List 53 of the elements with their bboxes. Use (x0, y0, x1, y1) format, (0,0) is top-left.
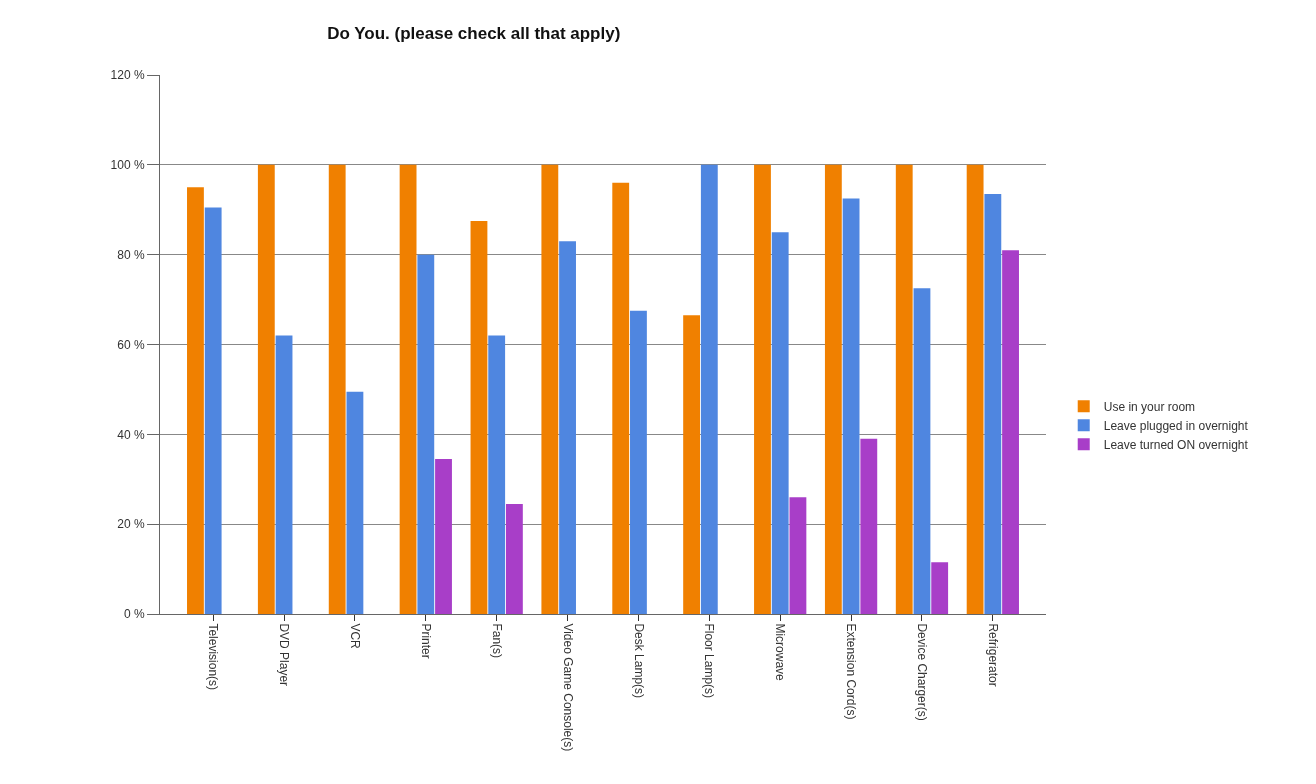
y-tick-label: 60 % (117, 337, 145, 352)
bar (630, 310, 647, 614)
y-tick-label: 100 % (110, 158, 145, 173)
bar (860, 438, 878, 614)
bar (984, 194, 1002, 614)
x-tick-label: Printer (418, 623, 433, 659)
bar (417, 254, 435, 614)
bar (1002, 250, 1019, 614)
x-tick-label: Video Game Console(s) (560, 623, 575, 752)
x-tick-label: Refrigerator (985, 623, 1000, 687)
bar (931, 562, 949, 614)
bar (754, 164, 771, 614)
bar (683, 315, 701, 614)
x-tick-label: DVD Player (277, 623, 292, 687)
chart-title: Do You. (please check all that apply) (327, 24, 621, 44)
bar (204, 207, 222, 614)
bar (187, 187, 204, 614)
bar (612, 182, 630, 614)
y-tick-label: 120 % (110, 68, 145, 83)
bar (789, 497, 807, 614)
x-tick-label: Device Charger(s) (915, 623, 930, 721)
bar (275, 335, 293, 614)
x-tick-label: Extension Cord(s) (844, 623, 859, 720)
x-tick-label: Fan(s) (489, 623, 504, 659)
legend-label: Use in your room (1103, 400, 1196, 415)
x-tick-label: VCR (348, 623, 363, 650)
bar (842, 198, 860, 614)
y-tick-label: 20 % (117, 517, 145, 532)
bar (399, 164, 417, 614)
y-tick-label: 80 % (117, 247, 145, 262)
x-tick-label: Floor Lamp(s) (702, 623, 717, 699)
bar (824, 164, 842, 614)
legend-label: Leave plugged in overnight (1103, 419, 1249, 434)
bar (328, 164, 346, 614)
bar (559, 241, 576, 614)
y-tick-label: 40 % (117, 427, 145, 442)
x-tick-label: Television(s) (206, 623, 221, 691)
bar (346, 391, 364, 614)
bar (541, 164, 559, 614)
bar (771, 232, 789, 614)
bar (505, 503, 523, 614)
bar (913, 288, 931, 614)
bar (895, 164, 913, 614)
bar (488, 335, 506, 614)
bar (257, 164, 275, 614)
x-tick-label: Desk Lamp(s) (631, 623, 646, 699)
bar (700, 164, 718, 614)
x-tick-label: Microwave (773, 623, 788, 682)
bar (470, 220, 488, 614)
legend-label: Leave turned ON overnight (1103, 438, 1249, 453)
bar (966, 164, 984, 614)
y-tick-label: 0 % (123, 607, 145, 622)
bar (435, 459, 452, 614)
